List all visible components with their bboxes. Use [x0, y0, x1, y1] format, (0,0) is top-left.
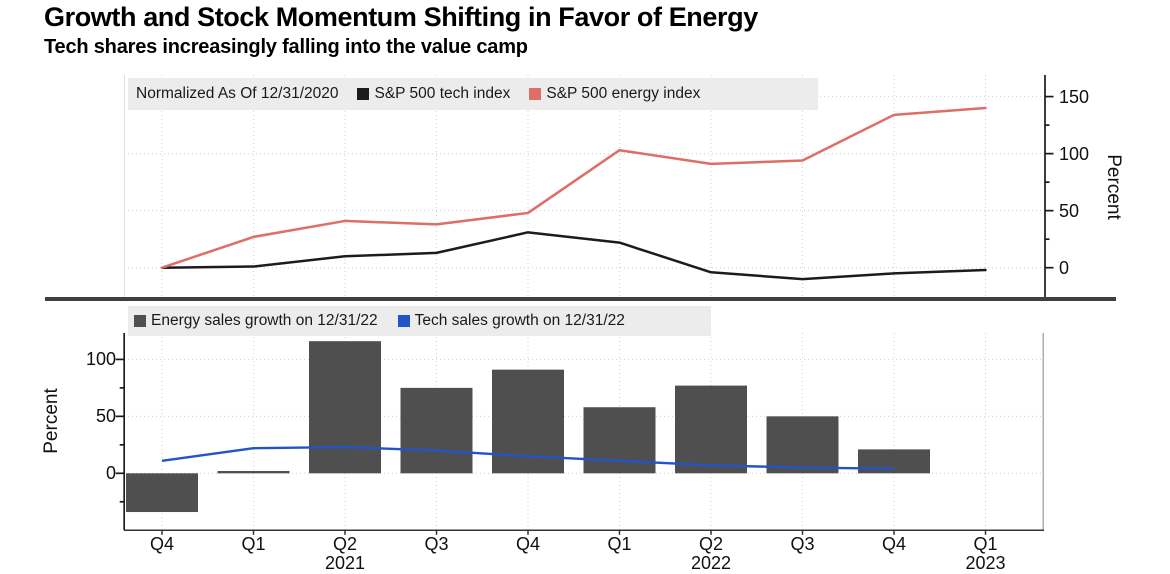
- bottom-chart-canvas: [124, 333, 1044, 535]
- x-year-label: 2023: [965, 553, 1006, 573]
- legend-note: Normalized As Of 12/31/2020: [136, 85, 339, 102]
- x-tick-label: Q3: [790, 534, 815, 554]
- energy-sales-swatch: [134, 315, 146, 327]
- tech-index-swatch: [357, 88, 370, 100]
- bottom-left-axis-canvas: [115, 333, 125, 530]
- legend-item-tech-sales: Tech sales growth on 12/31/22: [397, 312, 625, 330]
- bottom-chart-plot: [124, 333, 1044, 535]
- top-right-axis-canvas: [1044, 75, 1054, 299]
- bottom-y-tick-label: 50: [95, 406, 116, 427]
- x-tick-label: Q3: [424, 534, 449, 554]
- chart-title: Growth and Stock Momentum Shifting in Fa…: [44, 2, 758, 32]
- x-tick-label: Q2: [332, 534, 357, 554]
- x-tick-label: Q1: [607, 534, 632, 554]
- bottom-left-axis: [111, 333, 125, 535]
- legend-item-energy-index: S&P 500 energy index: [529, 85, 700, 103]
- chart-subtitle: Tech shares increasingly falling into th…: [44, 36, 528, 58]
- bottom-y-tick-label: 100: [85, 349, 116, 370]
- x-tick-label: Q4: [515, 534, 540, 554]
- legend-item-energy-sales: Energy sales growth on 12/31/22: [134, 312, 378, 330]
- tech-sales-swatch: [397, 315, 410, 327]
- bottom-y-axis-title: Percent: [41, 388, 62, 454]
- top-y-axis-title: Percent: [1103, 154, 1124, 220]
- top-y-tick-label: 50: [1059, 200, 1080, 221]
- top-y-tick-label: 100: [1059, 143, 1090, 164]
- panel-divider: [45, 297, 1116, 301]
- top-legend: Normalized As Of 12/31/2020 S&P 500 tech…: [128, 78, 819, 110]
- legend-item-tech-index: S&P 500 tech index: [357, 85, 510, 103]
- legend-label-tech-index: S&P 500 tech index: [374, 85, 511, 102]
- legend-label-energy-sales: Energy sales growth on 12/31/22: [151, 312, 378, 329]
- x-tick-label: Q1: [241, 534, 266, 554]
- top-y-tick-label: 150: [1059, 86, 1090, 107]
- top-y-tick-label: 0: [1059, 257, 1070, 278]
- legend-label-tech-sales: Tech sales growth on 12/31/22: [414, 312, 625, 329]
- x-tick-label: Q1: [973, 534, 998, 554]
- bottom-legend: Energy sales growth on 12/31/22 Tech sal…: [128, 306, 711, 336]
- x-tick-label: Q4: [881, 534, 906, 554]
- x-year-label: 2022: [690, 553, 732, 573]
- x-tick-label: Q2: [698, 534, 723, 554]
- bottom-y-tick-label: 0: [105, 463, 116, 484]
- x-tick-label: Q4: [149, 534, 174, 554]
- energy-index-swatch: [529, 88, 542, 100]
- legend-label-energy-index: S&P 500 energy index: [546, 85, 701, 102]
- top-right-axis: [1044, 75, 1058, 301]
- x-year-label: 2021: [324, 553, 366, 573]
